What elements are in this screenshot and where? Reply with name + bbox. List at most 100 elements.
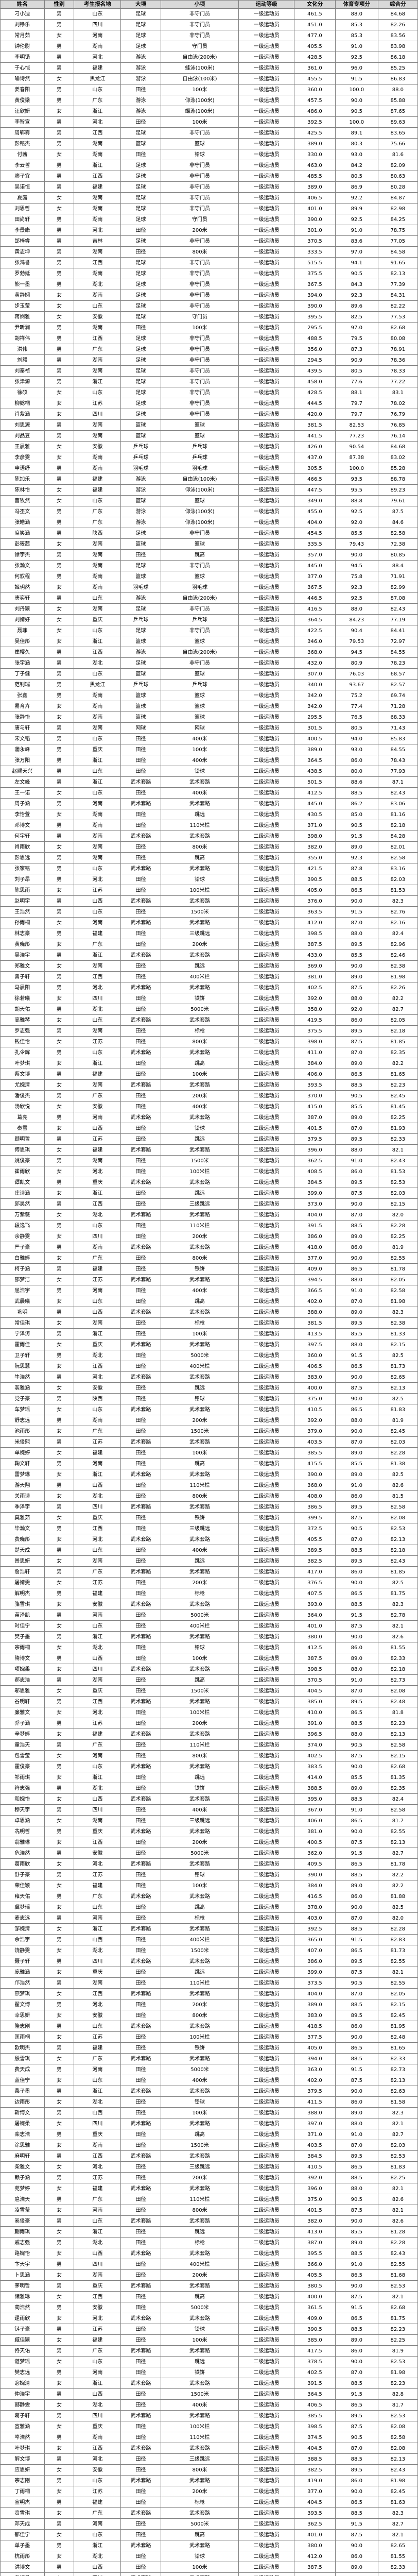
cell-region[interactable]: 江西 xyxy=(74,1696,121,1707)
cell-culture[interactable]: 356.0 xyxy=(293,344,336,355)
cell-total[interactable]: 79.61 xyxy=(377,495,418,506)
cell-total[interactable]: 81.33 xyxy=(377,1328,418,1340)
cell-total[interactable]: 77.05 xyxy=(377,235,418,247)
cell-name[interactable]: 葛雨欣 xyxy=(0,1858,45,1870)
cell-region[interactable]: 江苏 xyxy=(74,1133,121,1145)
cell-region[interactable]: 湖南 xyxy=(74,268,121,279)
cell-major[interactable]: 田径 xyxy=(120,2334,161,2346)
cell-major[interactable]: 田径 xyxy=(120,1285,161,1296)
cell-minor[interactable]: 铅球 xyxy=(160,874,239,885)
cell-total[interactable]: 82.53 xyxy=(377,2410,418,2421)
table-row[interactable]: 边雨彤女湖北 田径 铅球 二级运动员 411.5 86.0 81.58 xyxy=(0,2096,418,2108)
cell-region[interactable]: 广东 xyxy=(74,1252,121,1264)
cell-minor[interactable]: 铅球 xyxy=(160,149,239,160)
cell-sport[interactable]: 86.5 xyxy=(335,2161,378,2173)
cell-minor[interactable]: 400米 xyxy=(160,2399,239,2411)
cell-culture[interactable]: 384.0 xyxy=(293,1058,336,1069)
cell-culture[interactable]: 412.5 xyxy=(293,787,336,799)
cell-sport[interactable]: 90.5 xyxy=(335,1977,378,1989)
cell-major[interactable]: 田径 xyxy=(120,2356,161,2367)
cell-level[interactable]: 二级运动员 xyxy=(238,809,294,820)
cell-total[interactable]: 84.28 xyxy=(377,831,418,842)
cell-major[interactable]: 田径 xyxy=(120,1523,161,1534)
cell-name[interactable]: 邵梦洁 xyxy=(0,1274,45,1285)
table-row[interactable]: 范钊瑞男黑龙江 乒乓球 乒乓球 一级运动员 340.0 93.67 82.57 xyxy=(0,679,418,690)
cell-name[interactable]: 舒志远 xyxy=(0,1415,45,1426)
cell-level[interactable]: 二级运动员 xyxy=(238,1371,294,1383)
cell-region[interactable]: 山东 xyxy=(74,766,121,777)
cell-culture[interactable]: 382.0 xyxy=(293,2215,336,2227)
cell-major[interactable]: 足球 xyxy=(120,398,161,409)
cell-major[interactable]: 田径 xyxy=(120,2226,161,2238)
cell-name[interactable]: 池雨彤 xyxy=(0,1426,45,1437)
cell-minor[interactable]: 1500米 xyxy=(160,1426,239,1437)
cell-sex[interactable]: 女 xyxy=(44,2291,75,2302)
cell-culture[interactable]: 412.5 xyxy=(293,1642,336,1653)
cell-name[interactable]: 包雪莹 xyxy=(0,1750,45,1761)
cell-sex[interactable]: 男 xyxy=(44,181,75,193)
cell-sex[interactable]: 女 xyxy=(44,106,75,117)
table-row[interactable]: 匡雨桐女江苏 田径 100米栏 二级运动员 377.5 90.0 82.48 xyxy=(0,2031,418,2043)
cell-culture[interactable]: 455.5 xyxy=(293,73,336,84)
table-row[interactable]: 汪欣妍女浙江 游泳 蝶泳(100米) 一级运动员 486.0 90.5 87.65 xyxy=(0,106,418,117)
cell-major[interactable]: 武术套路 xyxy=(120,1339,161,1350)
table-row[interactable]: 霍雨佳女重庆 武术套路 武术套路 二级运动员 397.5 88.0 82.15 xyxy=(0,1339,418,1350)
cell-region[interactable]: 山东 xyxy=(74,387,121,398)
cell-major[interactable]: 足球 xyxy=(120,409,161,420)
cell-sport[interactable]: 87.0 xyxy=(335,2367,378,2378)
cell-major[interactable]: 田径 xyxy=(120,1707,161,1718)
cell-total[interactable]: 84.58 xyxy=(377,246,418,258)
column-header-sex[interactable]: 性别 xyxy=(44,0,75,9)
cell-sport[interactable]: 93.0 xyxy=(335,744,378,755)
table-row[interactable]: 冼明哲男重庆 武术套路 武术套路 二级运动员 381.0 90.0 82.55 xyxy=(0,1826,418,1837)
table-row[interactable]: 钭子豪男江苏 田径 铅球 二级运动员 390.5 88.5 82.23 xyxy=(0,2324,418,2335)
table-row[interactable]: 崔雨欣女河北 田径 100米栏 二级运动员 408.5 86.0 81.53 xyxy=(0,1166,418,1177)
table-row[interactable]: 高雅琴女山东 武术套路 武术套路 二级运动员 419.5 86.0 82.05 xyxy=(0,1014,418,1026)
cell-sex[interactable]: 男 xyxy=(44,2280,75,2292)
cell-culture[interactable]: 394.0 xyxy=(293,290,336,301)
cell-sex[interactable]: 女 xyxy=(44,2399,75,2411)
cell-level[interactable]: 二级运动员 xyxy=(238,2031,294,2043)
cell-region[interactable]: 山西 xyxy=(74,1934,121,1945)
cell-sex[interactable]: 女 xyxy=(44,1555,75,1567)
cell-major[interactable]: 武术套路 xyxy=(120,2215,161,2227)
cell-level[interactable]: 二级运动员 xyxy=(238,1361,294,1372)
cell-sex[interactable]: 男 xyxy=(44,1436,75,1448)
cell-level[interactable]: 二级运动员 xyxy=(238,1188,294,1199)
cell-name[interactable]: 宣明杰 xyxy=(0,2497,45,2508)
table-row[interactable]: 洪伟男广东 足球 非守门员 一级运动员 356.0 87.3 78.91 xyxy=(0,344,418,355)
cell-total[interactable]: 82.13 xyxy=(377,1382,418,1394)
cell-major[interactable]: 乒乓球 xyxy=(120,441,161,452)
cell-region[interactable]: 浙江 xyxy=(74,1631,121,1642)
cell-culture[interactable]: 397.0 xyxy=(293,2118,336,2129)
cell-level[interactable]: 二级运动员 xyxy=(238,1750,294,1761)
cell-culture[interactable]: 390.0 xyxy=(293,214,336,225)
cell-sport[interactable]: 88.5 xyxy=(335,787,378,799)
cell-name[interactable]: 熊一墨 xyxy=(0,279,45,290)
cell-minor[interactable]: 100米 xyxy=(160,2562,239,2573)
cell-total[interactable]: 76.79 xyxy=(377,409,418,420)
cell-sport[interactable]: 93.67 xyxy=(335,679,378,690)
table-row[interactable]: 饶静雯女湖北 田径 1500米 二级运动员 407.0 86.5 81.73 xyxy=(0,1945,418,1956)
cell-sport[interactable]: 91.0 xyxy=(335,1155,378,1166)
cell-minor[interactable]: 非守门员 xyxy=(160,192,239,204)
cell-minor[interactable]: 跳高 xyxy=(160,1458,239,1469)
cell-sex[interactable]: 女 xyxy=(44,1317,75,1329)
cell-sex[interactable]: 女 xyxy=(44,701,75,712)
table-row[interactable]: 曹牧然女山东 篮球 篮球 一级运动员 349.0 88.8 79.61 xyxy=(0,495,418,506)
cell-total[interactable]: 82.03 xyxy=(377,1188,418,1199)
cell-sport[interactable]: 90.0 xyxy=(335,2540,378,2551)
cell-sex[interactable]: 男 xyxy=(44,1285,75,1296)
cell-major[interactable]: 田径 xyxy=(120,1902,161,1913)
cell-sex[interactable]: 男 xyxy=(44,246,75,258)
cell-major[interactable]: 田径 xyxy=(120,2010,161,2021)
cell-region[interactable]: 湖南 xyxy=(74,549,121,561)
cell-sex[interactable]: 男 xyxy=(44,1155,75,1166)
cell-culture[interactable]: 375.0 xyxy=(293,1393,336,1404)
cell-name[interactable]: 赵赐天兴 xyxy=(0,766,45,777)
cell-minor[interactable]: 1500米 xyxy=(160,1685,239,1697)
cell-minor[interactable]: 铁饼 xyxy=(160,1783,239,1794)
cell-region[interactable]: 山东 xyxy=(74,1902,121,1913)
cell-region[interactable]: 四川 xyxy=(74,1664,121,1675)
cell-minor[interactable]: 400米 xyxy=(160,1285,239,1296)
